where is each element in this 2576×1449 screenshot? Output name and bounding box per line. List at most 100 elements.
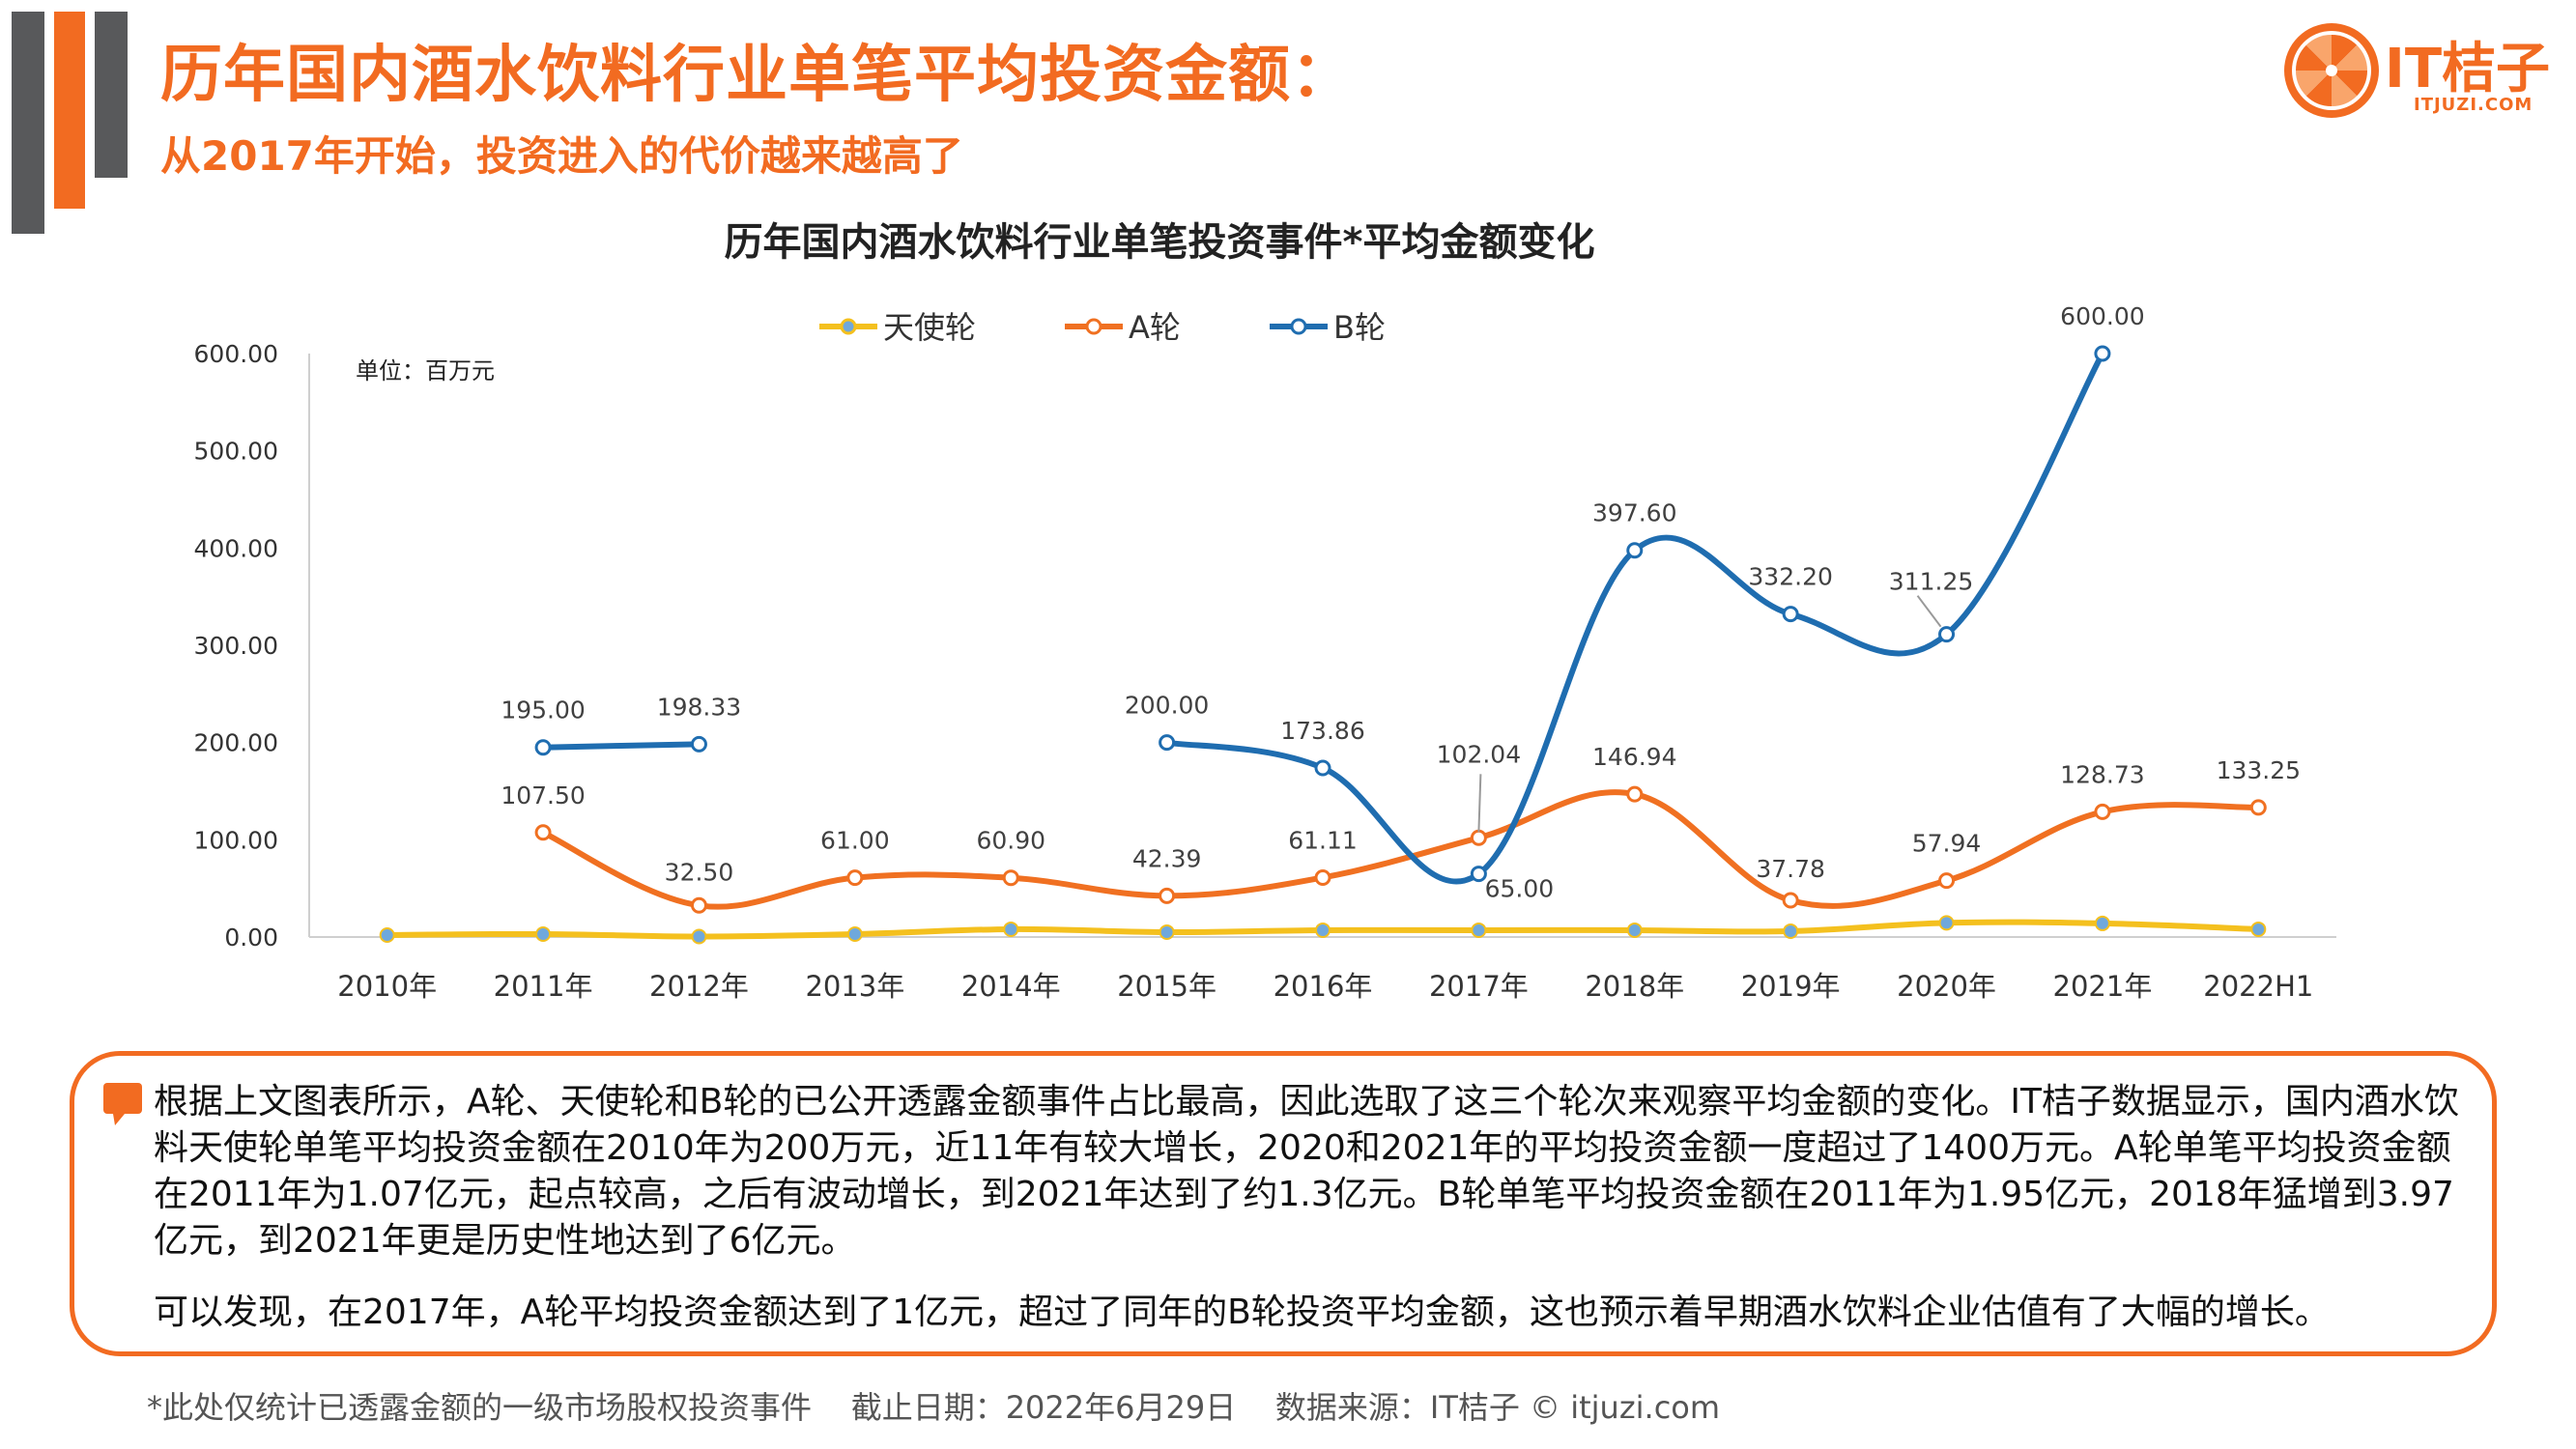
data-point	[1159, 923, 1175, 940]
y-tick-label: 0.00	[224, 923, 278, 952]
data-point	[1159, 887, 1176, 904]
data-point	[1782, 606, 1799, 623]
x-tick-label: 2012年	[649, 970, 749, 1003]
x-tick-label: 2013年	[805, 970, 904, 1003]
data-label: 200.00	[1125, 692, 1209, 720]
page-subtitle: 从2017年开始，投资进入的代价越来越高了	[160, 132, 963, 180]
x-tick-label: 2018年	[1585, 970, 1684, 1003]
footnote: *此处仅统计已透露金额的一级市场股权投资事件 截止日期：2022年6月29日 数…	[147, 1389, 1721, 1426]
legend-marker	[840, 318, 857, 335]
data-point	[535, 925, 552, 942]
legend-marker	[1290, 318, 1307, 335]
label-leader-line	[1477, 774, 1482, 833]
y-tick-label: 100.00	[194, 826, 278, 854]
data-label: 65.00	[1485, 875, 1555, 903]
data-label-layer: 107.50 32.50 61.00 60.90 42.39 61.11 102.04 146…	[501, 302, 2301, 903]
data-point	[1626, 785, 1644, 803]
x-tick-label: 2020年	[1897, 970, 1996, 1003]
data-point	[1783, 923, 1799, 939]
logo-domain: ITJUZI.COM	[2414, 95, 2533, 115]
data-point	[846, 925, 863, 942]
data-label: 195.00	[501, 696, 585, 724]
series-line	[540, 741, 702, 751]
legend-marker	[1085, 318, 1102, 335]
summary-paragraph-1: 根据上文图表所示，A轮、天使轮和B轮的已公开透露金额事件占比最高，因此选取了这三…	[154, 1082, 2459, 1261]
data-point	[1315, 922, 1331, 938]
legend-label: A轮	[1129, 309, 1181, 346]
data-point	[1626, 922, 1643, 938]
chart-title: 历年国内酒水饮料行业单笔投资事件*平均金额变化	[725, 220, 1595, 265]
data-point	[2094, 345, 2111, 362]
data-point	[1159, 734, 1176, 752]
data-label: 146.94	[1592, 743, 1676, 771]
header-bar-gray-right	[95, 12, 128, 178]
y-tick-label: 200.00	[194, 729, 278, 757]
series-2	[534, 345, 2111, 885]
x-tick-label: 2019年	[1741, 970, 1841, 1003]
series-layer	[379, 345, 2267, 945]
x-tick-label: 2014年	[961, 970, 1061, 1003]
itjuzi-logo: IT桔子 ITJUZI.COM	[2280, 19, 2570, 126]
series-1	[534, 785, 2267, 914]
data-point	[1003, 921, 1019, 937]
data-label: 332.20	[1748, 563, 1832, 591]
data-point	[2250, 921, 2267, 937]
orange-slice-icon	[2284, 23, 2379, 118]
data-label: 32.50	[665, 858, 734, 886]
y-tick-label: 400.00	[194, 534, 278, 562]
data-point	[1471, 922, 1487, 938]
data-point	[1314, 868, 1331, 886]
x-tick-label: 2022H1	[2203, 970, 2313, 1003]
legend-item: A轮	[1065, 309, 1181, 346]
line-chart: 历年国内酒水饮料行业单笔投资事件*平均金额变化 单位：百万元 天使轮 A轮 B轮 0…	[194, 220, 2336, 1003]
data-label: 42.39	[1132, 844, 1202, 872]
data-point	[690, 896, 707, 914]
x-tick-label: 2010年	[337, 970, 437, 1003]
y-tick-label: 600.00	[194, 340, 278, 368]
data-label: 311.25	[1889, 568, 1973, 596]
speech-bubble-icon	[103, 1083, 142, 1125]
x-tick-label: 2016年	[1274, 970, 1373, 1003]
data-point	[534, 824, 552, 841]
data-label: 173.86	[1280, 717, 1364, 745]
data-point	[1314, 759, 1331, 777]
x-tick-label: 2015年	[1117, 970, 1216, 1003]
data-point	[379, 926, 395, 943]
data-point	[1626, 542, 1644, 559]
summary-paragraph-2: 可以发现，在2017年，A轮平均投资金额达到了1亿元，超过了同年的B轮投资平均金…	[154, 1293, 2330, 1332]
data-label: 57.94	[1912, 830, 1982, 858]
legend-item: B轮	[1270, 309, 1386, 346]
data-point	[2094, 803, 2111, 820]
data-label: 61.11	[1288, 826, 1358, 854]
data-label: 600.00	[2060, 302, 2144, 330]
y-tick-label: 500.00	[194, 438, 278, 466]
data-label: 397.60	[1592, 499, 1676, 527]
data-point	[1938, 915, 1955, 931]
data-point	[1470, 866, 1487, 883]
data-point	[1470, 829, 1487, 846]
data-label: 61.00	[820, 827, 890, 855]
header-bar-orange	[54, 12, 85, 209]
data-point	[691, 928, 707, 945]
data-label: 133.25	[2217, 756, 2301, 784]
data-point	[690, 735, 707, 753]
label-leader-line	[1916, 595, 1942, 628]
data-label: 107.50	[501, 781, 585, 810]
data-point	[1782, 892, 1799, 909]
x-tick-label: 2011年	[494, 970, 593, 1003]
data-point	[1002, 869, 1019, 887]
data-label: 60.90	[976, 827, 1045, 855]
legend-label: 天使轮	[883, 309, 976, 346]
data-label: 198.33	[657, 693, 741, 721]
data-point	[1938, 626, 1956, 643]
data-point	[2094, 915, 2110, 931]
summary-box: 根据上文图表所示，A轮、天使轮和B轮的已公开透露金额事件占比最高，因此选取了这三…	[70, 1051, 2497, 1356]
chart-legend: 天使轮 A轮 B轮	[819, 309, 1386, 346]
series-line	[540, 789, 2262, 910]
data-point	[534, 739, 552, 756]
x-tick-label: 2017年	[1429, 970, 1529, 1003]
legend-item: 天使轮	[819, 309, 976, 346]
page-title: 历年国内酒水饮料行业单笔平均投资金额：	[160, 40, 1354, 111]
logo-name: IT桔子	[2385, 38, 2551, 100]
header-bar-gray-left	[12, 12, 44, 234]
